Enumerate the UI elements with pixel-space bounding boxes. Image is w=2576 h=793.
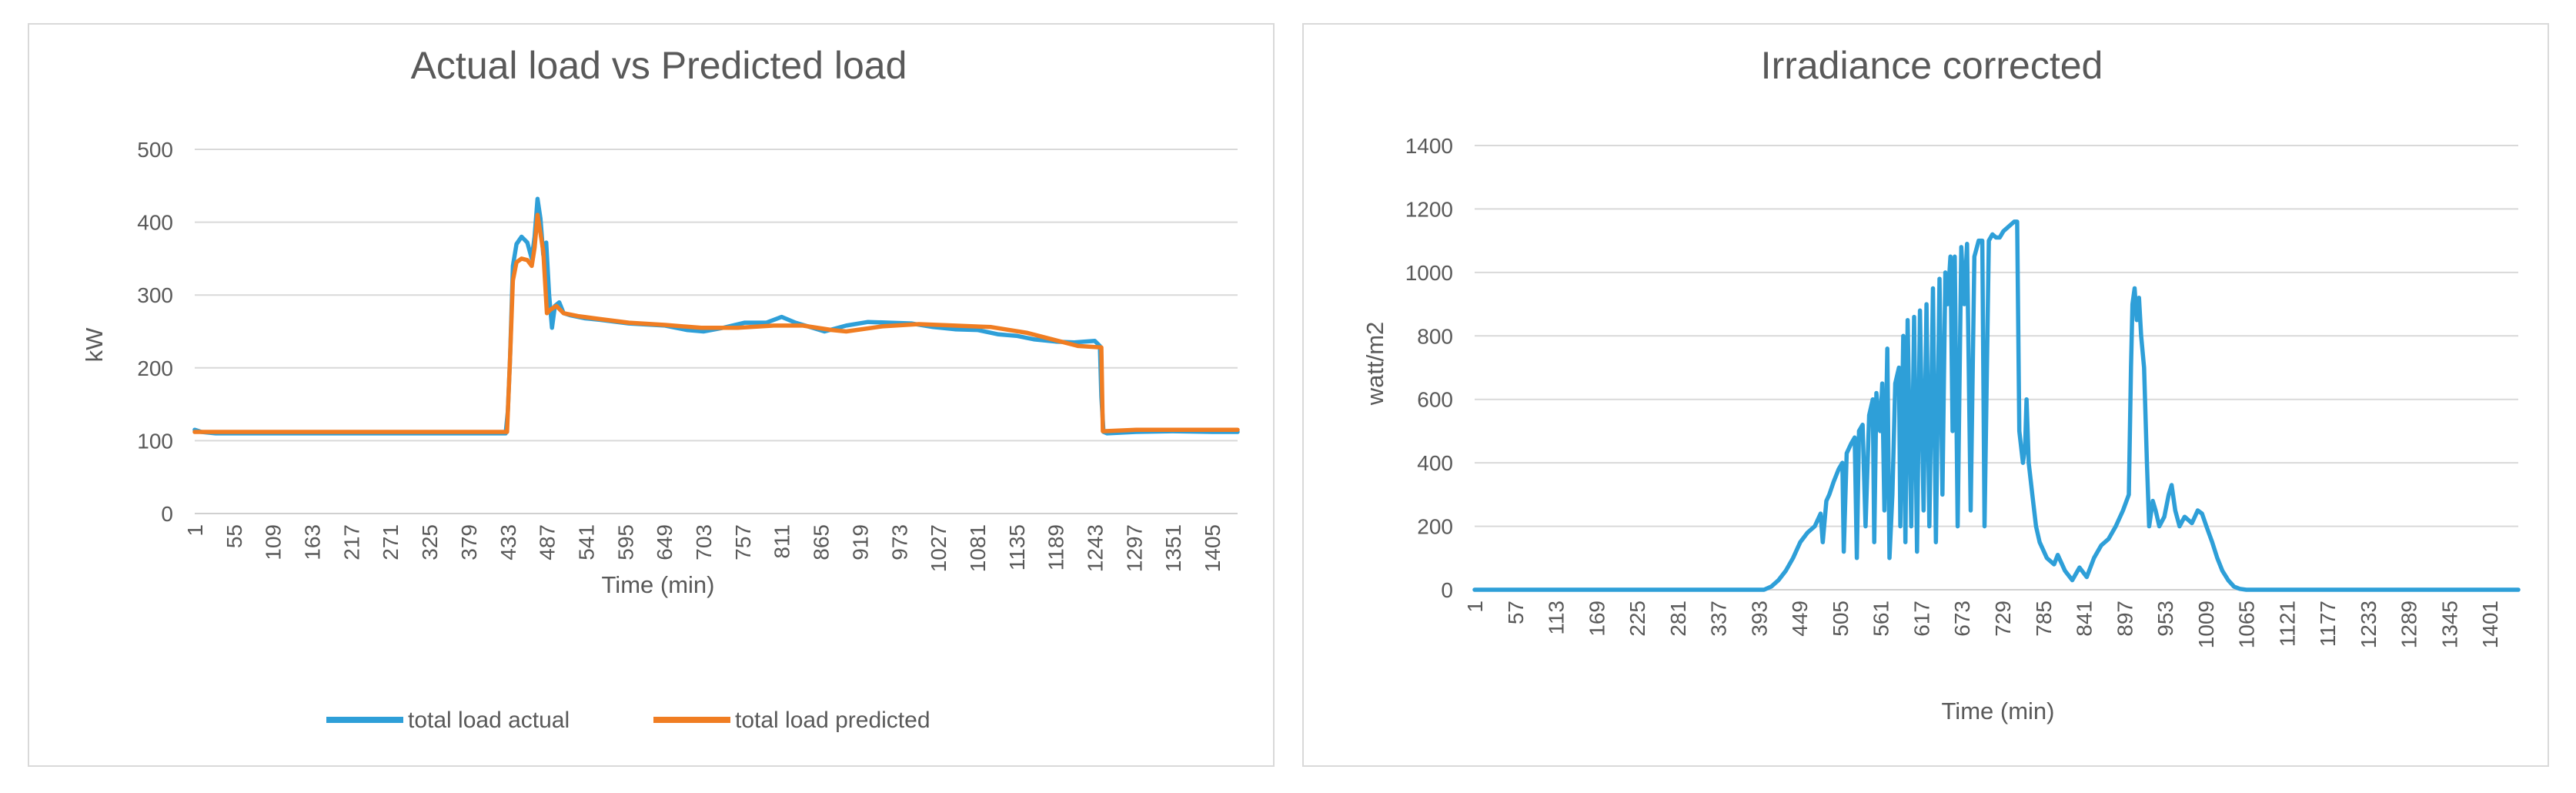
x-tick-label: 393: [1747, 601, 1771, 637]
y-tick-label: 1000: [1405, 261, 1453, 285]
x-tick-label: 841: [2073, 601, 2097, 637]
x-tick-label: 271: [379, 524, 403, 560]
x-tick-label: 449: [1788, 601, 1812, 637]
y-axis-title: kW: [81, 327, 108, 363]
x-tick-label: 919: [848, 524, 872, 560]
y-tick-label: 400: [137, 211, 173, 235]
x-tick-label: 1065: [2235, 601, 2259, 648]
x-tick-label: 225: [1625, 601, 1649, 637]
x-tick-label: 1121: [2275, 601, 2299, 647]
x-tick-label: 541: [574, 524, 598, 560]
x-tick-label: 973: [887, 524, 911, 560]
legend: total load actual total load predicted: [326, 708, 931, 733]
x-tick-label: 217: [339, 524, 363, 560]
x-axis-title: Time (min): [602, 571, 715, 598]
x-tick-label: 281: [1666, 601, 1690, 637]
legend-label-predicted: total load predicted: [735, 708, 931, 733]
x-tick-label: 757: [731, 524, 755, 560]
x-tick-label: 1405: [1201, 524, 1225, 572]
x-tick-label: 163: [301, 524, 325, 560]
y-tick-label: 200: [137, 356, 173, 380]
chart-panel-irradiance: Irradiance corrected 0 200 400 600 800 1000 12…: [1302, 23, 2549, 767]
y-axis-title: watt/m2: [1362, 322, 1388, 407]
x-tick-label: 113: [1545, 601, 1569, 635]
y-tick-label: 100: [137, 429, 173, 453]
series-line-0: [1472, 219, 2521, 592]
x-tick-label: 55: [222, 524, 246, 548]
x-tick-label: 897: [2113, 601, 2137, 637]
legend-label-actual: total load actual: [408, 708, 570, 733]
y-tick-label: 200: [1417, 515, 1453, 539]
x-tick-label: 1: [183, 524, 207, 537]
x-tick-label: 1177: [2316, 601, 2340, 647]
y-tick-label: 800: [1417, 324, 1453, 348]
series-line-1: [192, 212, 1240, 434]
y-tick-label: 400: [1417, 451, 1453, 475]
x-tick-label: 487: [536, 524, 560, 560]
x-tick-label: 57: [1504, 601, 1528, 624]
x-tick-label: 953: [2153, 601, 2177, 637]
x-tick-label: 1345: [2437, 601, 2461, 648]
x-tick-label: 811: [770, 524, 794, 559]
x-tick-label: 1289: [2397, 601, 2421, 648]
x-tick-label: 673: [1950, 601, 1974, 637]
x-tick-label: 561: [1869, 601, 1893, 637]
x-tick-label: 1135: [1005, 524, 1029, 570]
x-tick-label: 595: [613, 524, 637, 560]
x-tick-label: 109: [262, 524, 286, 560]
x-tick-label: 1027: [927, 524, 951, 572]
y-tick-label: 0: [161, 502, 173, 526]
series-line-0: [192, 196, 1240, 436]
x-axis-title: Time (min): [1942, 698, 2055, 724]
y-tick-label: 600: [1417, 388, 1453, 412]
chart-title: Irradiance corrected: [1761, 44, 2103, 87]
x-tick-label: 785: [2032, 601, 2056, 637]
x-tick-label: 1009: [2194, 601, 2218, 648]
y-tick-label: 0: [1441, 578, 1453, 602]
chart-title: Actual load vs Predicted load: [411, 44, 907, 87]
y-tick-label: 300: [137, 283, 173, 307]
x-tick-label: 1243: [1083, 524, 1107, 572]
x-tick-label: 325: [418, 524, 442, 560]
x-tick-label: 649: [653, 524, 677, 560]
y-tick-label: 1200: [1405, 197, 1453, 221]
x-tick-label: 1233: [2357, 601, 2381, 648]
x-tick-label: 703: [692, 524, 716, 560]
x-tick-label: 337: [1707, 601, 1731, 637]
x-tick-label: 379: [457, 524, 481, 560]
x-tick-label: 1401: [2478, 601, 2502, 648]
x-tick-label: 865: [810, 524, 834, 560]
chart-panel-load: Actual load vs Predicted load 0 100 200 300…: [28, 23, 1275, 767]
y-tick-label: 500: [137, 138, 173, 162]
x-tick-label: 1081: [966, 524, 990, 572]
x-tick-label: 169: [1585, 601, 1609, 637]
x-tick-label: 1: [1463, 601, 1487, 613]
x-tick-label: 433: [496, 524, 520, 560]
x-tick-label: 505: [1829, 601, 1853, 637]
x-tick-label: 617: [1909, 601, 1933, 637]
y-tick-label: 1400: [1405, 134, 1453, 158]
x-tick-label: 729: [1991, 601, 2015, 637]
x-tick-label: 1351: [1161, 524, 1185, 572]
x-tick-label: 1189: [1044, 524, 1068, 570]
x-tick-label: 1297: [1122, 524, 1146, 572]
